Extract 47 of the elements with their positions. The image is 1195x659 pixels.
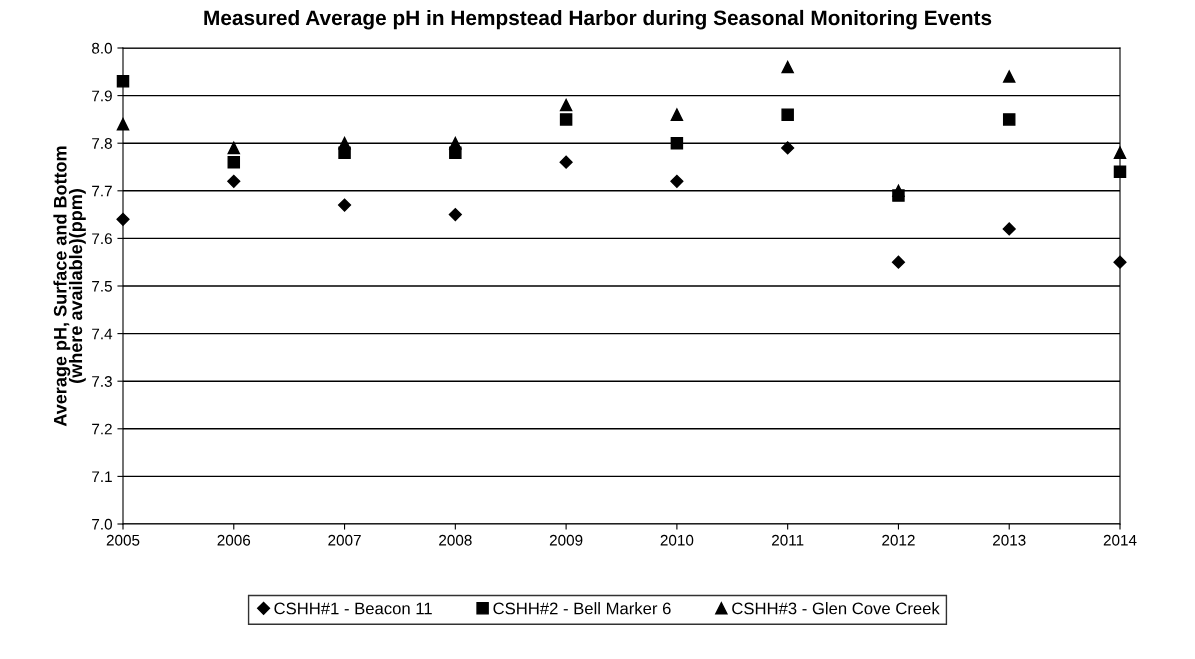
point bbox=[337, 198, 352, 212]
point bbox=[781, 108, 794, 121]
point bbox=[448, 208, 462, 222]
y-tick-label: 7.4 bbox=[92, 328, 113, 340]
x-tick-label: 2013 bbox=[993, 534, 1026, 546]
x-tick-label: 2011 bbox=[772, 534, 804, 546]
y-tick-label: 7.6 bbox=[92, 233, 112, 245]
x-tick-label: 2008 bbox=[439, 534, 472, 546]
point bbox=[892, 184, 905, 198]
point bbox=[227, 174, 241, 188]
legend-label: CSHH#2 - Bell Marker 6 bbox=[493, 602, 671, 615]
point bbox=[1002, 70, 1016, 83]
y-tick-label: 8.0 bbox=[92, 42, 112, 54]
y-tick-label: 7.1 bbox=[92, 471, 112, 482]
x-tick-label: 2014 bbox=[1103, 534, 1137, 546]
x-tick-label: 2007 bbox=[328, 534, 361, 546]
x-tick-label: 2006 bbox=[217, 534, 251, 546]
legend-label: CSHH#3 - Glen Cove Creek bbox=[732, 602, 940, 615]
point bbox=[559, 113, 573, 126]
x-tick-label: 2005 bbox=[106, 534, 140, 546]
point bbox=[559, 98, 573, 112]
x-tick-label: 2012 bbox=[882, 534, 915, 546]
point bbox=[227, 141, 241, 155]
point bbox=[338, 136, 351, 150]
x-tick-label: 2009 bbox=[549, 534, 583, 546]
y-tick-label: 7.9 bbox=[92, 90, 112, 102]
y-tick-label: 7.0 bbox=[92, 518, 112, 530]
legend-label: CSHH#1 - Beacon 11 bbox=[274, 602, 432, 615]
y-tick-label: 7.2 bbox=[92, 423, 112, 435]
chart-title: Measured Average pH in Hempstead Harbor during Seasonal Monitoring Events bbox=[204, 9, 992, 30]
y-axis-title: Average pH, Surface and Bottom (where available)(ppm) bbox=[53, 146, 86, 427]
point bbox=[1002, 222, 1016, 236]
point bbox=[559, 155, 573, 169]
point bbox=[781, 60, 794, 74]
point bbox=[670, 136, 684, 150]
point bbox=[1002, 113, 1016, 126]
point bbox=[670, 174, 684, 188]
y-tick-label: 7.3 bbox=[92, 376, 112, 387]
y-tick-label: 7.7 bbox=[92, 185, 112, 197]
point bbox=[891, 255, 906, 269]
x-tick-label: 2010 bbox=[660, 534, 694, 546]
point bbox=[227, 155, 241, 169]
point bbox=[670, 108, 684, 121]
y-tick-label: 7.5 bbox=[92, 281, 112, 292]
y-tick-label: 7.8 bbox=[92, 138, 112, 149]
point bbox=[781, 141, 795, 155]
point bbox=[449, 136, 462, 150]
